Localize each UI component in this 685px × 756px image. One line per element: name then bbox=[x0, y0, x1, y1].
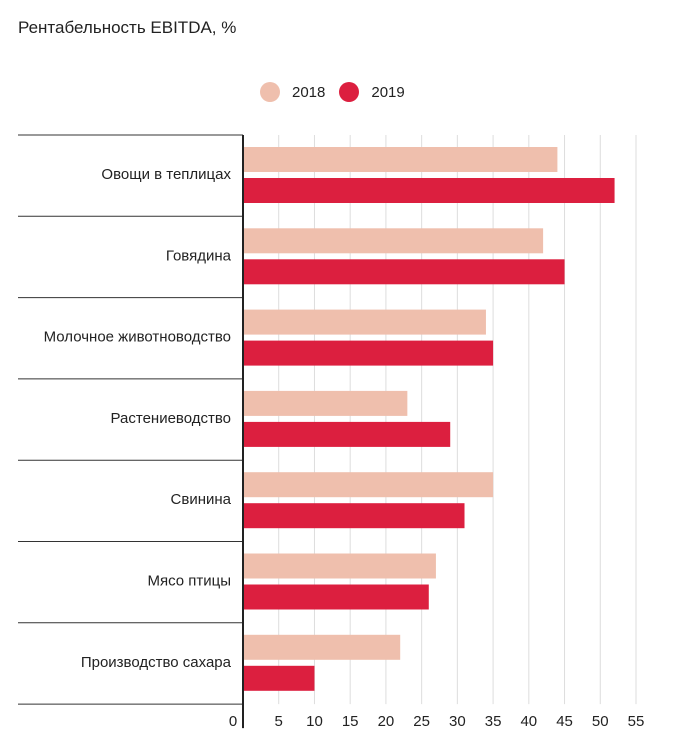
bar-2019-5 bbox=[244, 503, 465, 529]
bar-2018-2 bbox=[244, 228, 544, 254]
bar-2019-1 bbox=[244, 178, 615, 203]
bar-2019-3 bbox=[244, 340, 494, 366]
x-tick-label: 30 bbox=[449, 713, 466, 730]
bar-2019-4 bbox=[244, 421, 451, 447]
bar-2018-3 bbox=[244, 309, 486, 335]
category-label: Растениеводство bbox=[111, 410, 231, 427]
legend-swatch-2019 bbox=[339, 82, 360, 102]
category-label: Говядина bbox=[166, 247, 232, 264]
x-tick-label: 45 bbox=[556, 713, 573, 730]
bar-2018-1 bbox=[244, 147, 558, 172]
bar-2018-6 bbox=[244, 553, 436, 579]
legend-swatch-2018 bbox=[260, 82, 280, 102]
x-tick-label: 0 bbox=[229, 713, 237, 730]
x-tick-label: 15 bbox=[342, 713, 359, 730]
bar-2018-7 bbox=[244, 634, 401, 660]
x-tick-label: 35 bbox=[485, 713, 502, 730]
legend-label-2019: 2019 bbox=[371, 83, 405, 101]
bar-2018-5 bbox=[244, 472, 494, 498]
legend-item-2019: 2019 bbox=[339, 82, 405, 102]
x-tick-label: 25 bbox=[413, 713, 430, 730]
legend: 2018 2019 bbox=[260, 82, 419, 102]
category-label: Мясо птицы bbox=[147, 573, 231, 590]
bar-2018-4 bbox=[244, 390, 408, 416]
bar-2019-7 bbox=[244, 665, 315, 691]
category-label: Свинина bbox=[171, 491, 232, 508]
chart-title: Рентабельность EBITDA, % bbox=[18, 18, 237, 37]
x-tick-label: 40 bbox=[520, 713, 537, 730]
bar-2019-2 bbox=[244, 259, 565, 285]
category-label: Овощи в теплицах bbox=[101, 166, 231, 183]
x-tick-label: 10 bbox=[306, 713, 323, 730]
x-tick-label: 50 bbox=[592, 713, 609, 730]
legend-item-2018: 2018 bbox=[260, 82, 325, 102]
x-tick-label: 55 bbox=[628, 713, 645, 730]
category-label: Молочное животноводство bbox=[44, 329, 231, 346]
x-tick-label: 5 bbox=[275, 713, 283, 730]
x-tick-label: 20 bbox=[378, 713, 395, 730]
category-label: Производство сахара bbox=[81, 654, 232, 671]
legend-label-2018: 2018 bbox=[292, 83, 326, 101]
bar-2019-6 bbox=[244, 584, 429, 610]
